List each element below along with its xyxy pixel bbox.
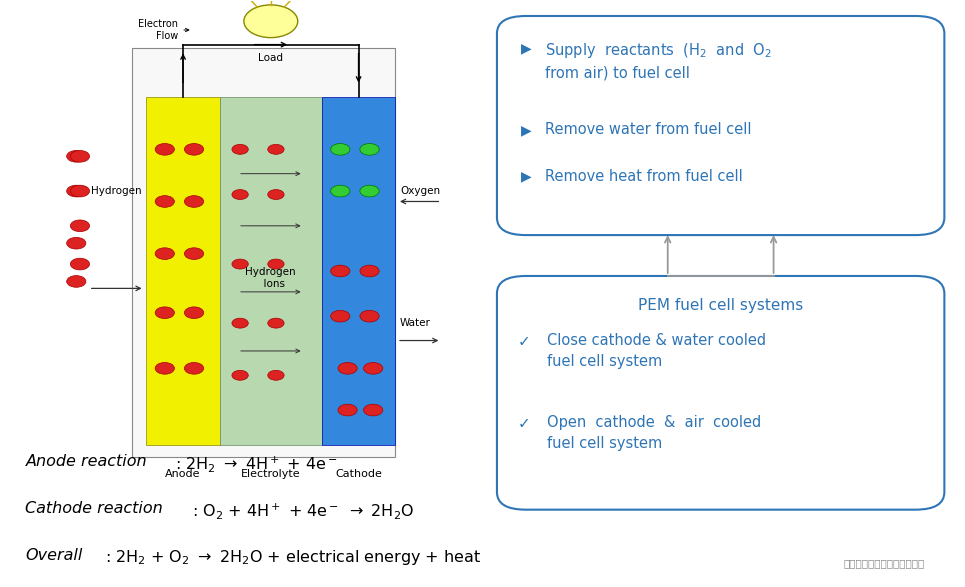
Circle shape bbox=[360, 185, 379, 197]
Text: : 2H$_2$ $\rightarrow$ 4H$^+$ + 4e$^-$: : 2H$_2$ $\rightarrow$ 4H$^+$ + 4e$^-$ bbox=[175, 454, 338, 474]
Circle shape bbox=[232, 259, 248, 269]
Circle shape bbox=[70, 185, 90, 197]
Bar bbox=[220, 97, 322, 445]
Circle shape bbox=[67, 185, 86, 197]
Text: Water: Water bbox=[400, 318, 430, 328]
Circle shape bbox=[267, 144, 284, 154]
Circle shape bbox=[331, 311, 350, 322]
Circle shape bbox=[70, 258, 90, 270]
Text: Hydrogen: Hydrogen bbox=[91, 186, 142, 196]
Circle shape bbox=[184, 307, 204, 319]
Circle shape bbox=[360, 311, 379, 322]
Circle shape bbox=[244, 5, 298, 38]
Circle shape bbox=[331, 143, 350, 155]
Text: Anode: Anode bbox=[165, 469, 201, 479]
Circle shape bbox=[267, 370, 284, 380]
Circle shape bbox=[360, 265, 379, 277]
Text: Remove water from fuel cell: Remove water from fuel cell bbox=[545, 122, 752, 137]
Text: Electrolyte: Electrolyte bbox=[241, 469, 301, 479]
Circle shape bbox=[155, 307, 175, 319]
FancyBboxPatch shape bbox=[132, 48, 395, 457]
Circle shape bbox=[155, 143, 175, 155]
Circle shape bbox=[232, 318, 248, 328]
Text: 中国汽研新能源汽车测试评价: 中国汽研新能源汽车测试评价 bbox=[843, 558, 925, 568]
Circle shape bbox=[232, 190, 248, 200]
Circle shape bbox=[184, 363, 204, 374]
Text: $\blacktriangleright$: $\blacktriangleright$ bbox=[518, 124, 534, 139]
Circle shape bbox=[232, 370, 248, 380]
Text: Electron
Flow: Electron Flow bbox=[138, 19, 179, 41]
Text: : O$_2$ + 4H$^+$ + 4e$^-$ $\rightarrow$ 2H$_2$O: : O$_2$ + 4H$^+$ + 4e$^-$ $\rightarrow$ … bbox=[192, 501, 414, 521]
Bar bbox=[322, 97, 395, 445]
FancyBboxPatch shape bbox=[497, 16, 945, 235]
Circle shape bbox=[338, 363, 357, 374]
Circle shape bbox=[364, 363, 383, 374]
Bar bbox=[147, 97, 220, 445]
Text: Cathode: Cathode bbox=[335, 469, 382, 479]
Text: ✓: ✓ bbox=[518, 335, 531, 349]
Text: Oxygen: Oxygen bbox=[400, 186, 440, 196]
Circle shape bbox=[331, 185, 350, 197]
Circle shape bbox=[338, 404, 357, 416]
Circle shape bbox=[67, 150, 86, 162]
Text: $\blacktriangleright$: $\blacktriangleright$ bbox=[518, 42, 534, 57]
Circle shape bbox=[70, 150, 90, 162]
Circle shape bbox=[232, 144, 248, 154]
Circle shape bbox=[184, 195, 204, 207]
Text: Cathode reaction: Cathode reaction bbox=[25, 501, 163, 516]
Circle shape bbox=[67, 275, 86, 287]
Circle shape bbox=[267, 318, 284, 328]
FancyBboxPatch shape bbox=[497, 276, 945, 510]
Circle shape bbox=[360, 143, 379, 155]
Text: Close cathode & water cooled
fuel cell system: Close cathode & water cooled fuel cell s… bbox=[547, 333, 766, 369]
Circle shape bbox=[184, 248, 204, 259]
Circle shape bbox=[331, 265, 350, 277]
Circle shape bbox=[184, 143, 204, 155]
Circle shape bbox=[67, 237, 86, 249]
Text: Remove heat from fuel cell: Remove heat from fuel cell bbox=[545, 169, 743, 184]
Text: Overall: Overall bbox=[25, 548, 83, 562]
Text: Load: Load bbox=[259, 53, 284, 63]
Text: $\blacktriangleright$: $\blacktriangleright$ bbox=[518, 171, 534, 185]
Text: : 2H$_2$ + O$_2$ $\rightarrow$ 2H$_2$O + electrical energy + heat: : 2H$_2$ + O$_2$ $\rightarrow$ 2H$_2$O +… bbox=[105, 548, 482, 566]
Circle shape bbox=[70, 220, 90, 232]
Circle shape bbox=[267, 259, 284, 269]
Text: ✓: ✓ bbox=[518, 416, 531, 431]
Circle shape bbox=[155, 363, 175, 374]
Circle shape bbox=[267, 190, 284, 200]
Text: PEM fuel cell systems: PEM fuel cell systems bbox=[638, 298, 803, 313]
Circle shape bbox=[364, 404, 383, 416]
Text: Hydrogen
  Ions: Hydrogen Ions bbox=[245, 266, 296, 289]
Circle shape bbox=[155, 248, 175, 259]
Circle shape bbox=[155, 195, 175, 207]
Text: Supply  reactants  (H$_2$  and  O$_2$
from air) to fuel cell: Supply reactants (H$_2$ and O$_2$ from a… bbox=[545, 41, 772, 80]
Text: Open  cathode  &  air  cooled
fuel cell system: Open cathode & air cooled fuel cell syst… bbox=[547, 415, 761, 451]
Text: Anode reaction: Anode reaction bbox=[25, 454, 147, 469]
